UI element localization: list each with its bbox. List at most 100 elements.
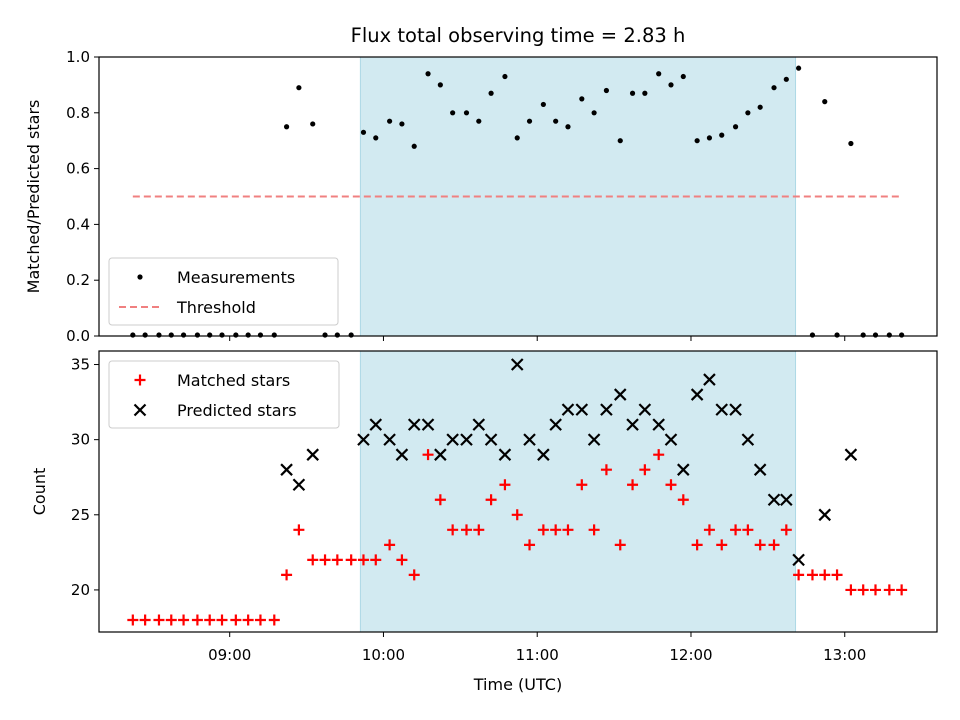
bottom-legend-box (108, 360, 340, 429)
predicted-stars-point (357, 433, 370, 446)
y-tick-label: 20 (71, 581, 90, 599)
measurement-point (514, 135, 520, 141)
chart-title: Flux total observing time = 2.83 h (351, 24, 686, 47)
legend-label-threshold: Threshold (176, 298, 256, 317)
bottom-legend: Matched stars Predicted stars (108, 360, 340, 429)
measurement-point (694, 138, 700, 144)
x-tick-label: 13:00 (823, 646, 866, 664)
predicted-stars-point (280, 463, 293, 476)
predicted-stars-point (460, 433, 473, 446)
measurement-point (899, 332, 905, 338)
top-axes-frame (98, 56, 938, 337)
matched-stars-point (831, 569, 843, 581)
measurement-point (822, 99, 828, 105)
predicted-stars-point (575, 403, 589, 416)
matched-stars-point (331, 554, 343, 566)
measurement-point (860, 332, 866, 338)
measurement-point (834, 332, 840, 338)
matched-stars-point (600, 464, 612, 476)
measurement-point (745, 110, 751, 116)
y-tick-label: 25 (71, 506, 90, 524)
predicted-stars-point (792, 553, 805, 567)
legend-dot (137, 274, 143, 280)
measurement-point (233, 332, 239, 338)
measurement-point (603, 87, 610, 94)
matched-stars-point (754, 539, 766, 551)
predicted-stars-point (638, 403, 652, 416)
top-y-axis-label: Matched/Predicted stars (24, 100, 43, 294)
matched-stars-point (524, 539, 536, 551)
x-tick-label: 10:00 (362, 646, 405, 664)
measurement-point (257, 332, 264, 338)
y-tick-label: 0.4 (66, 215, 90, 233)
top-x-ticks (229, 336, 846, 341)
bottom-panel: 20 25 30 35 09:00 10:00 11:00 12:00 13:00 Count… (30, 350, 938, 694)
predicted-stars-point (306, 448, 320, 461)
matched-stars-point (576, 479, 588, 491)
predicted-stars-point (780, 493, 793, 507)
measurement-point (476, 118, 482, 124)
measurement-point (156, 332, 162, 338)
legend-marker-matched-stars (134, 374, 146, 386)
measurement-point (617, 138, 623, 144)
legend-label-measurements: Measurements (177, 268, 295, 287)
matched-stars-point (319, 554, 331, 566)
y-tick-label: 0.2 (66, 271, 90, 289)
bottom-series-layer (127, 358, 908, 626)
matched-stars-point (447, 524, 459, 536)
x-axis-label: Time (UTC) (473, 675, 562, 694)
y-tick-label: 1.0 (66, 48, 90, 66)
matched-stars-point (806, 569, 818, 581)
predicted-stars-point (677, 463, 690, 476)
predicted-stars-point (292, 478, 306, 492)
matched-stars-point (845, 584, 857, 596)
bottom-x-axis: 09:00 10:00 11:00 12:00 13:00 (208, 632, 866, 664)
legend-label-predicted-stars: Predicted stars (177, 401, 297, 420)
y-tick-label: 0.8 (66, 104, 90, 122)
predicted-stars-point (523, 433, 536, 446)
legend-plus (134, 374, 146, 386)
matched-stars-point (422, 449, 434, 461)
predicted-stars-point (729, 403, 742, 416)
measurement-point (488, 90, 494, 96)
matched-stars-point (139, 614, 151, 626)
predicted-stars-point (446, 433, 459, 446)
matched-stars-point (588, 524, 600, 536)
matched-stars-point (293, 524, 305, 536)
predicted-stars-point (369, 418, 383, 431)
matched-stars-point (896, 584, 908, 596)
legend-marker-predicted-stars (133, 403, 147, 417)
matched-stars-point (703, 524, 715, 536)
measurement-point (757, 104, 763, 110)
y-tick-label: 0.6 (66, 160, 90, 178)
measurement-point (796, 65, 802, 71)
measurement-point (783, 76, 789, 82)
predicted-stars-point (472, 418, 486, 431)
predicted-stars-point (407, 418, 421, 431)
measurement-point (872, 332, 879, 338)
matched-stars-point (627, 479, 639, 491)
measurement-point (271, 332, 277, 338)
predicted-stars-point (434, 448, 447, 461)
predicted-stars-point (587, 433, 601, 446)
measurement-point (886, 332, 892, 338)
top-y-axis: 0.0 0.2 0.4 0.6 0.8 1.0 (66, 48, 99, 345)
matched-stars-point (396, 554, 408, 566)
predicted-stars-point (383, 433, 396, 446)
x-tick-label: 11:00 (516, 646, 559, 664)
measurement-point (194, 332, 201, 338)
matched-stars-point (793, 569, 805, 581)
measurement-point (411, 143, 417, 149)
top-panel: 0.0 0.2 0.4 0.6 0.8 1.0 Matched/Predicted sta… (24, 48, 938, 345)
matched-stars-point (691, 539, 703, 551)
measurement-point (706, 135, 713, 141)
measurement-point (207, 332, 213, 338)
bottom-axes-frame (98, 350, 938, 633)
measurement-point (526, 118, 533, 124)
matched-stars-point (204, 614, 216, 626)
measurement-point (310, 121, 316, 127)
x-tick-label: 09:00 (208, 646, 251, 664)
matched-stars-point (178, 614, 190, 626)
matched-stars-point (499, 479, 511, 491)
